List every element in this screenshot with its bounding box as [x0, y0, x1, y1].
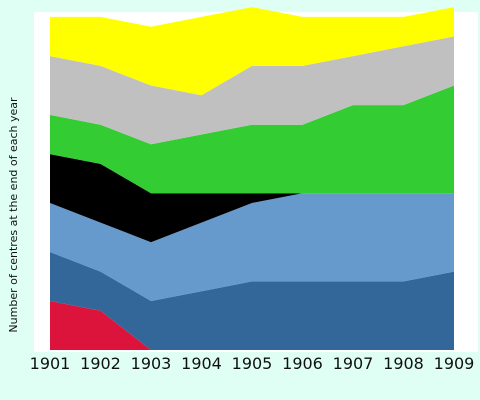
- x-tick-label: 1901: [30, 354, 71, 373]
- x-tick-label: 1908: [383, 354, 424, 373]
- x-tick-label: 1904: [181, 354, 222, 373]
- x-tick-label: 1909: [434, 354, 475, 373]
- area-series-2: [50, 252, 454, 350]
- area-series-1: [50, 301, 454, 350]
- area-series-group: [50, 7, 454, 350]
- x-tick-label: 1905: [232, 354, 273, 373]
- area-series-7: [50, 7, 454, 96]
- x-tick-label: 1903: [131, 354, 172, 373]
- area-series-6: [50, 36, 454, 145]
- area-series-3: [50, 193, 454, 301]
- area-series-5: [50, 85, 454, 194]
- area-series-4: [50, 154, 454, 243]
- x-tick-label: 1906: [282, 354, 323, 373]
- y-axis-label: Number of centres at the end of each yea…: [7, 97, 20, 333]
- x-tick-label: 1902: [80, 354, 121, 373]
- x-tick-labels: 1901 1902 1903 1904 1905 1906 1907 1908 1909: [30, 354, 475, 373]
- x-tick-label: 1907: [333, 354, 374, 373]
